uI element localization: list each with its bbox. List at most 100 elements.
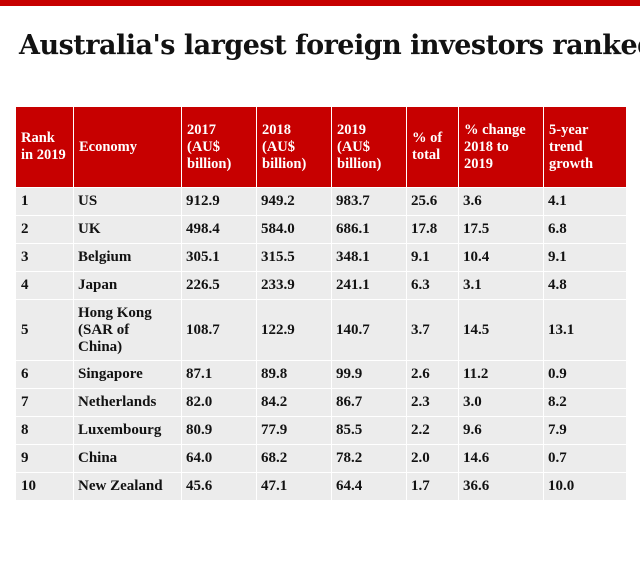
value-2018-cell: 68.2 (256, 444, 332, 473)
percent-change-cell: 17.5 (458, 215, 544, 244)
value-2019-cell: 78.2 (331, 444, 407, 473)
trend-growth-cell: 0.9 (543, 360, 627, 389)
percent-total-cell: 2.6 (406, 360, 459, 389)
value-2019-cell: 85.5 (331, 416, 407, 445)
trend-growth-cell: 0.7 (543, 444, 627, 473)
value-2019-cell: 99.9 (331, 360, 407, 389)
value-2017-cell: 498.4 (181, 215, 257, 244)
table-row: 5 Hong Kong (SAR of China) 108.7 122.9 140.7… (15, 299, 627, 361)
value-2017-cell: 87.1 (181, 360, 257, 389)
value-2017-cell: 64.0 (181, 444, 257, 473)
value-2018-cell: 233.9 (256, 271, 332, 300)
value-2019-cell: 241.1 (331, 271, 407, 300)
value-2017-cell: 108.7 (181, 299, 257, 361)
economy-cell: UK (73, 215, 182, 244)
top-accent-bar (0, 0, 640, 6)
rank-cell: 8 (15, 416, 74, 445)
value-2017-cell: 226.5 (181, 271, 257, 300)
value-2018-cell: 77.9 (256, 416, 332, 445)
investors-table: Rank in 2019 Economy 2017 (AU$ billion) … (15, 106, 627, 501)
percent-change-cell: 11.2 (458, 360, 544, 389)
table-row: 3 Belgium 305.1 315.5 348.1 9.1 10.4 9.1 (15, 243, 627, 272)
column-header-2018: 2018 (AU$ billion) (256, 106, 332, 188)
trend-growth-cell: 8.2 (543, 388, 627, 417)
percent-change-cell: 14.6 (458, 444, 544, 473)
value-2019-cell: 140.7 (331, 299, 407, 361)
table-row: 1 US 912.9 949.2 983.7 25.6 3.6 4.1 (15, 187, 627, 216)
rank-cell: 6 (15, 360, 74, 389)
value-2017-cell: 45.6 (181, 472, 257, 501)
table-row: 4 Japan 226.5 233.9 241.1 6.3 3.1 4.8 (15, 271, 627, 300)
rank-cell: 2 (15, 215, 74, 244)
economy-cell: Japan (73, 271, 182, 300)
value-2018-cell: 122.9 (256, 299, 332, 361)
percent-change-cell: 9.6 (458, 416, 544, 445)
percent-change-cell: 3.6 (458, 187, 544, 216)
value-2019-cell: 686.1 (331, 215, 407, 244)
economy-cell: US (73, 187, 182, 216)
column-header-trend-growth: 5-year trend growth (543, 106, 627, 188)
rank-cell: 10 (15, 472, 74, 501)
trend-growth-cell: 4.1 (543, 187, 627, 216)
trend-growth-cell: 13.1 (543, 299, 627, 361)
trend-growth-cell: 6.8 (543, 215, 627, 244)
percent-total-cell: 25.6 (406, 187, 459, 216)
percent-total-cell: 2.0 (406, 444, 459, 473)
column-header-2017: 2017 (AU$ billion) (181, 106, 257, 188)
value-2019-cell: 86.7 (331, 388, 407, 417)
percent-change-cell: 10.4 (458, 243, 544, 272)
percent-change-cell: 36.6 (458, 472, 544, 501)
rank-cell: 5 (15, 299, 74, 361)
percent-total-cell: 17.8 (406, 215, 459, 244)
value-2019-cell: 983.7 (331, 187, 407, 216)
percent-total-cell: 2.3 (406, 388, 459, 417)
trend-growth-cell: 4.8 (543, 271, 627, 300)
rank-cell: 1 (15, 187, 74, 216)
value-2018-cell: 84.2 (256, 388, 332, 417)
percent-change-cell: 14.5 (458, 299, 544, 361)
value-2017-cell: 82.0 (181, 388, 257, 417)
column-header-economy: Economy (73, 106, 182, 188)
table-row: 7 Netherlands 82.0 84.2 86.7 2.3 3.0 8.2 (15, 388, 627, 417)
page-title: Australia's largest foreign investors ra… (19, 30, 640, 61)
percent-total-cell: 6.3 (406, 271, 459, 300)
trend-growth-cell: 7.9 (543, 416, 627, 445)
value-2017-cell: 912.9 (181, 187, 257, 216)
column-header-rank: Rank in 2019 (15, 106, 74, 188)
rank-cell: 7 (15, 388, 74, 417)
economy-cell: China (73, 444, 182, 473)
value-2018-cell: 949.2 (256, 187, 332, 216)
percent-total-cell: 3.7 (406, 299, 459, 361)
percent-total-cell: 2.2 (406, 416, 459, 445)
value-2018-cell: 47.1 (256, 472, 332, 501)
table-row: 9 China 64.0 68.2 78.2 2.0 14.6 0.7 (15, 444, 627, 473)
percent-change-cell: 3.0 (458, 388, 544, 417)
percent-change-cell: 3.1 (458, 271, 544, 300)
value-2019-cell: 348.1 (331, 243, 407, 272)
table-row: 6 Singapore 87.1 89.8 99.9 2.6 11.2 0.9 (15, 360, 627, 389)
column-header-percent-change: % change 2018 to 2019 (458, 106, 544, 188)
value-2017-cell: 80.9 (181, 416, 257, 445)
percent-total-cell: 9.1 (406, 243, 459, 272)
value-2018-cell: 584.0 (256, 215, 332, 244)
table-row: 8 Luxembourg 80.9 77.9 85.5 2.2 9.6 7.9 (15, 416, 627, 445)
percent-total-cell: 1.7 (406, 472, 459, 501)
rank-cell: 4 (15, 271, 74, 300)
economy-cell: Belgium (73, 243, 182, 272)
table-header-row: Rank in 2019 Economy 2017 (AU$ billion) … (15, 106, 627, 188)
economy-cell: New Zealand (73, 472, 182, 501)
economy-cell: Hong Kong (SAR of China) (73, 299, 182, 361)
economy-cell: Singapore (73, 360, 182, 389)
table-row: 2 UK 498.4 584.0 686.1 17.8 17.5 6.8 (15, 215, 627, 244)
rank-cell: 3 (15, 243, 74, 272)
value-2018-cell: 89.8 (256, 360, 332, 389)
table-row: 10 New Zealand 45.6 47.1 64.4 1.7 36.6 10.0 (15, 472, 627, 501)
economy-cell: Luxembourg (73, 416, 182, 445)
value-2019-cell: 64.4 (331, 472, 407, 501)
column-header-2019: 2019 (AU$ billion) (331, 106, 407, 188)
trend-growth-cell: 10.0 (543, 472, 627, 501)
value-2018-cell: 315.5 (256, 243, 332, 272)
trend-growth-cell: 9.1 (543, 243, 627, 272)
value-2017-cell: 305.1 (181, 243, 257, 272)
economy-cell: Netherlands (73, 388, 182, 417)
